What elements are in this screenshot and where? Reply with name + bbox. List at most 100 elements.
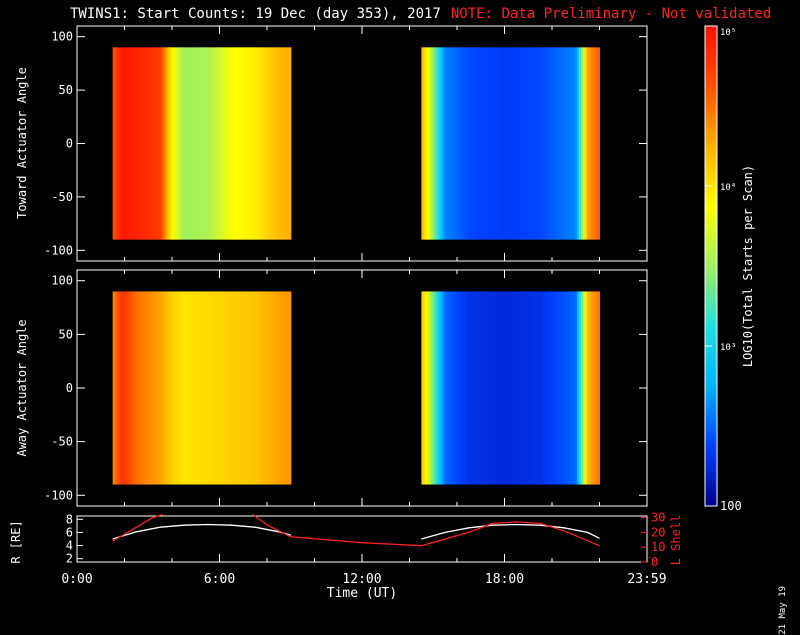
heatmap-cell bbox=[470, 47, 474, 240]
colorbar-tick-label: 10³ bbox=[720, 343, 736, 353]
heatmap-cell bbox=[129, 291, 133, 485]
heatmap-cell bbox=[518, 47, 521, 240]
heatmap-cell bbox=[463, 47, 466, 240]
heatmap-cell bbox=[266, 291, 270, 485]
heatmap-cell bbox=[546, 291, 550, 485]
heatmap-cell bbox=[542, 291, 546, 485]
heatmap-cell bbox=[567, 47, 571, 240]
heatmap-cell bbox=[224, 291, 228, 485]
heatmap-cell bbox=[120, 291, 123, 485]
heatmap-cell bbox=[552, 47, 555, 240]
heatmap-cell bbox=[167, 291, 171, 485]
heatmap-cell bbox=[283, 47, 287, 240]
orbit-ytick-label: 4 bbox=[66, 539, 73, 553]
heatmap-cell bbox=[468, 291, 472, 485]
heatmap-cell bbox=[582, 291, 586, 485]
heatmap-cell bbox=[217, 291, 220, 485]
heatmap-cell bbox=[114, 291, 118, 485]
heatmap-cell bbox=[580, 47, 584, 240]
heatmap-cell bbox=[577, 291, 580, 485]
heatmap-cell bbox=[205, 47, 209, 240]
heatmap-cell bbox=[150, 47, 154, 240]
heatmap-cell bbox=[255, 47, 258, 240]
heatmap-cell bbox=[554, 47, 557, 240]
heatmap-cell bbox=[556, 291, 559, 485]
heatmap-cell bbox=[139, 47, 142, 240]
heatmap-cell bbox=[247, 291, 251, 485]
heatmap-cell bbox=[529, 291, 533, 485]
ytick-label: 0 bbox=[66, 137, 73, 151]
orbit-ytick-label-right: 20 bbox=[651, 525, 665, 539]
heatmap-cell bbox=[472, 291, 476, 485]
heatmap-cell bbox=[563, 291, 567, 485]
heatmap-cell bbox=[222, 291, 226, 485]
heatmap-cell bbox=[179, 47, 182, 240]
heatmap-cell bbox=[485, 47, 489, 240]
heatmap-cell bbox=[497, 47, 500, 240]
heatmap-cell bbox=[586, 47, 590, 240]
heatmap-cell bbox=[215, 47, 218, 240]
heatmap-cell bbox=[434, 291, 438, 485]
heatmap-cell bbox=[158, 47, 161, 240]
heatmap-cell bbox=[205, 291, 209, 485]
heatmap-cell bbox=[596, 291, 599, 485]
heatmap-cell bbox=[201, 47, 205, 240]
heatmap-cell bbox=[571, 291, 574, 485]
heatmap-cell bbox=[575, 47, 578, 240]
heatmap-cell bbox=[514, 47, 517, 240]
heatmap-cell bbox=[592, 291, 595, 485]
heatmap-cell bbox=[245, 47, 249, 240]
heatmap-cell bbox=[257, 47, 260, 240]
heatmap-cell bbox=[289, 47, 292, 240]
heatmap-cell bbox=[466, 47, 470, 240]
heatmap-cell bbox=[277, 47, 281, 240]
heatmap-cell bbox=[487, 291, 491, 485]
heatmap-cell bbox=[239, 47, 243, 240]
heatmap-cell bbox=[181, 47, 184, 240]
heatmap-cell bbox=[584, 47, 588, 240]
heatmap-cell bbox=[501, 47, 504, 240]
heatmap-cell bbox=[427, 291, 430, 485]
heatmap-cell bbox=[230, 291, 233, 485]
heatmap-cell bbox=[446, 47, 449, 240]
heatmap-cell bbox=[234, 47, 237, 240]
heatmap-cell bbox=[520, 291, 523, 485]
heatmap-cell bbox=[270, 291, 273, 485]
heatmap-cell bbox=[169, 47, 173, 240]
heatmap-cell bbox=[277, 291, 281, 485]
panel-orbit-xticks: 0:00 6:00 12:00 18:00 23:59 bbox=[61, 554, 667, 587]
ytick-label: 50 bbox=[59, 83, 73, 97]
heatmap-cell bbox=[571, 47, 574, 240]
heatmap-cell bbox=[184, 47, 188, 240]
heatmap-cell bbox=[262, 291, 266, 485]
heatmap-cell bbox=[579, 47, 582, 240]
heatmap-cell bbox=[480, 47, 483, 240]
heatmap-cell bbox=[427, 47, 430, 240]
heatmap-cell bbox=[598, 47, 601, 240]
heatmap-cell bbox=[438, 291, 441, 485]
colorbar-tick-label: 10⁴ bbox=[720, 183, 736, 193]
heatmap-cell bbox=[444, 47, 447, 240]
heatmap-cell bbox=[171, 47, 175, 240]
heatmap-cell bbox=[514, 291, 517, 485]
heatmap-cell bbox=[598, 291, 601, 485]
date-stamp: 21 May 19 bbox=[778, 586, 788, 635]
heatmap-cell bbox=[177, 47, 180, 240]
heatmap-cell bbox=[135, 291, 138, 485]
heatmap-cell bbox=[258, 47, 262, 240]
heatmap-cell bbox=[474, 47, 478, 240]
heatmap-cell bbox=[175, 47, 178, 240]
heatmap-cell bbox=[586, 291, 590, 485]
orbit-ytick-label-right: 0 bbox=[651, 555, 658, 569]
heatmap-cell bbox=[152, 47, 156, 240]
heatmap-cell bbox=[436, 47, 440, 240]
heatmap-cell bbox=[489, 291, 493, 485]
heatmap-cell bbox=[213, 47, 216, 240]
heatmap-cell bbox=[447, 47, 451, 240]
heatmap-cell bbox=[279, 47, 283, 240]
heatmap-cell bbox=[143, 291, 146, 485]
heatmap-cell bbox=[451, 47, 455, 240]
orbit-ytick-label-right: 10 bbox=[651, 540, 665, 554]
colorbar-tick-label: 10⁵ bbox=[720, 28, 736, 38]
heatmap-cell bbox=[440, 291, 443, 485]
